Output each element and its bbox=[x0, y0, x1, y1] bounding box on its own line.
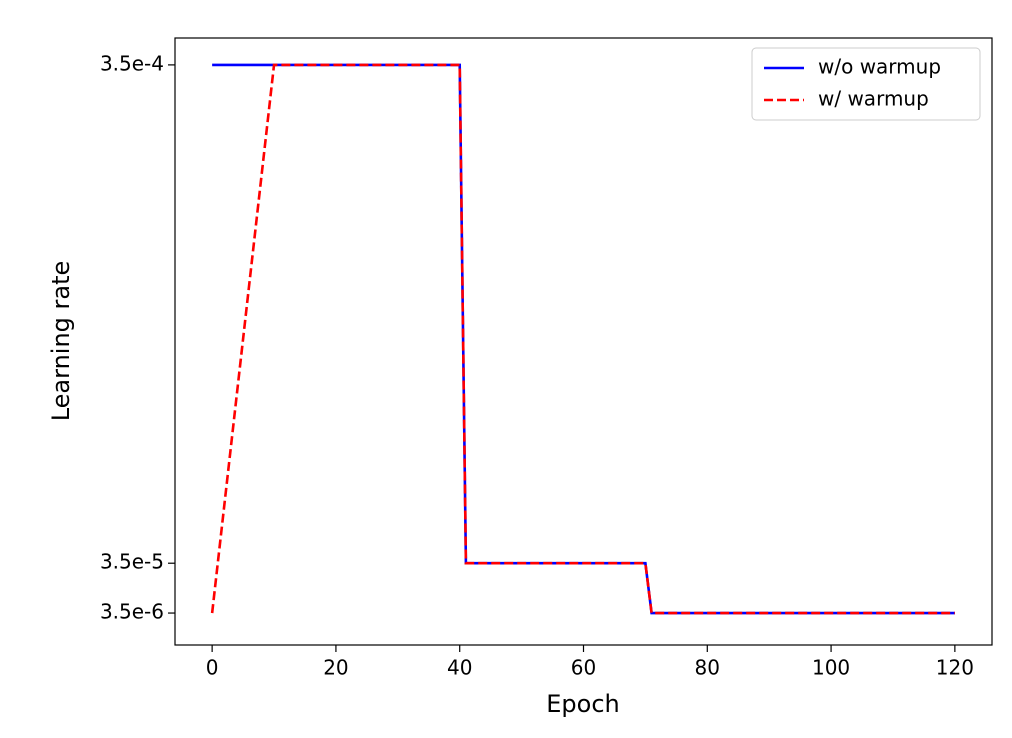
y-tick-label: 3.5e-4 bbox=[100, 51, 164, 75]
y-tick-label: 3.5e-6 bbox=[100, 600, 164, 624]
x-axis-label: Epoch bbox=[546, 690, 620, 718]
x-tick-label: 0 bbox=[206, 656, 219, 680]
legend-label: w/ warmup bbox=[818, 87, 929, 111]
series-line bbox=[210, 63, 955, 615]
x-tick-label: 100 bbox=[812, 656, 850, 680]
legend-box bbox=[751, 47, 981, 121]
x-tick-label: 120 bbox=[936, 656, 974, 680]
x-tick-label: 80 bbox=[695, 656, 720, 680]
legend-label: w/o warmup bbox=[818, 55, 941, 79]
x-tick-label: 40 bbox=[447, 656, 472, 680]
y-axis-label: Learning rate bbox=[47, 261, 75, 422]
x-tick-label: 20 bbox=[323, 656, 348, 680]
series-line bbox=[212, 63, 955, 615]
x-tick-label: 60 bbox=[571, 656, 596, 680]
y-tick-label: 3.5e-5 bbox=[100, 550, 164, 574]
plot-frame bbox=[174, 37, 993, 646]
